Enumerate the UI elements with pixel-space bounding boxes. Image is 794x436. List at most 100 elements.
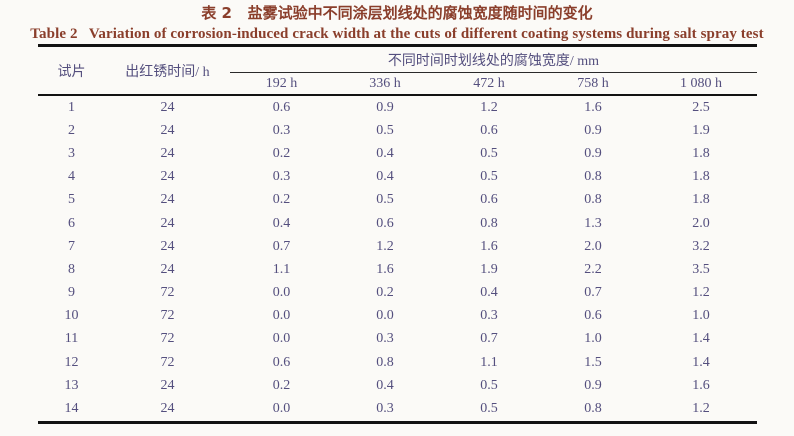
- col-header-1080h: 1 080 h: [645, 72, 757, 96]
- header-row-group: 试片 出红锈时间/ h 不同时间时划线处的腐蚀宽度/ mm: [38, 45, 757, 96]
- col-header-336h: 336 h: [333, 72, 437, 96]
- table-cell: 1.4: [692, 354, 710, 370]
- table-cell: 0.4: [376, 377, 394, 393]
- table-cell: 24: [160, 215, 175, 231]
- table-cell: 1.5: [584, 354, 602, 370]
- table-cell: 6: [68, 215, 75, 231]
- table-cell: 1: [68, 99, 75, 115]
- table-cell: 0.9: [584, 377, 602, 393]
- table-cell: 1.8: [692, 145, 710, 161]
- table-cell: 7: [68, 238, 75, 254]
- table-cell: 72: [160, 354, 175, 370]
- table-cell: 2.5: [692, 99, 710, 115]
- table-cell: 1.2: [692, 401, 710, 417]
- table-cell: 0.5: [480, 145, 498, 161]
- table-cell: 1.8: [692, 192, 710, 208]
- table-cell: 0.7: [272, 238, 291, 254]
- table-row: 11 72 0.0 0.3 0.7 1.0 1.4: [38, 328, 757, 351]
- table-cell: 24: [160, 401, 175, 417]
- table-cell: 3: [68, 145, 75, 161]
- table-cell: 0.8: [584, 192, 602, 208]
- table-cell: 0.7: [480, 331, 498, 347]
- table-cell: 1.6: [692, 377, 710, 393]
- table-cell: 2: [68, 122, 75, 138]
- table-cell: 24: [160, 261, 175, 277]
- table-cell: 9: [68, 285, 75, 301]
- table-cell: 24: [160, 122, 175, 138]
- col-header-758h: 758 h: [541, 72, 645, 96]
- table-cell: 3.5: [692, 261, 710, 277]
- table-cell: 1.8: [692, 169, 710, 185]
- table-cell: 1.9: [692, 122, 710, 138]
- table-cell: 12: [64, 354, 79, 370]
- table-cell: 0.0: [272, 308, 291, 324]
- table-cell: 0.2: [272, 377, 291, 393]
- table-cell: 24: [160, 145, 175, 161]
- table-cell: 0.5: [480, 169, 498, 185]
- table-cell: 1.4: [692, 331, 710, 347]
- table-cell: 24: [160, 192, 175, 208]
- corrosion-width-table: 试片 出红锈时间/ h 不同时间时划线处的腐蚀宽度/ mm 192 h 336 …: [38, 44, 757, 424]
- table-row: 7 24 0.7 1.2 1.6 2.0 3.2: [38, 235, 757, 258]
- table-cell: 0.6: [272, 354, 291, 370]
- table-cell: 13: [64, 377, 79, 393]
- table-cell: 1.2: [376, 238, 394, 254]
- table-cell: 0.3: [376, 401, 394, 417]
- table-cell: 1.1: [480, 354, 498, 370]
- table-cell: 72: [160, 285, 175, 301]
- table-caption-en: Table 2 Variation of corrosion-induced c…: [30, 26, 764, 42]
- table-cell: 72: [160, 308, 175, 324]
- col-header-192h: 192 h: [230, 72, 333, 96]
- table-header: 试片 出红锈时间/ h 不同时间时划线处的腐蚀宽度/ mm 192 h 336 …: [38, 45, 757, 96]
- table-cell: 0.3: [376, 331, 394, 347]
- table-row: 2 24 0.3 0.5 0.6 0.9 1.9: [38, 119, 757, 142]
- table-cell: 2.0: [692, 215, 710, 231]
- col-header-corrosion-width-group: 不同时间时划线处的腐蚀宽度/ mm: [230, 45, 757, 73]
- table-cell: 0.4: [480, 285, 498, 301]
- table-row: 13 24 0.2 0.4 0.5 0.9 1.6: [38, 374, 757, 397]
- table-cell: 0.6: [480, 192, 498, 208]
- col-header-specimen: 试片: [38, 45, 105, 96]
- table-cell: 0.6: [376, 215, 394, 231]
- table-cell: 1.6: [480, 238, 498, 254]
- table-cell: 0.3: [272, 122, 291, 138]
- table-cell: 0.8: [584, 401, 602, 417]
- table-caption-zh: 表 2 盐雾试验中不同涂层划线处的腐蚀宽度随时间的变化: [201, 4, 593, 22]
- table-cell: 1.0: [584, 331, 602, 347]
- table-row: 4 24 0.3 0.4 0.5 0.8 1.8: [38, 166, 757, 189]
- table-row: 6 24 0.4 0.6 0.8 1.3 2.0: [38, 212, 757, 235]
- table-cell: 8: [68, 261, 75, 277]
- table-cell: 0.8: [480, 215, 498, 231]
- col-header-rust-time: 出红锈时间/ h: [105, 45, 230, 96]
- table-cell: 24: [160, 377, 175, 393]
- table-row: 5 24 0.2 0.5 0.6 0.8 1.8: [38, 189, 757, 212]
- table-body: 1 24 0.6 0.9 1.2 1.6 2.5 2 24 0.3 0.5 0.6 0.9 1.9 3 24 0…: [38, 95, 757, 422]
- table-cell: 1.2: [692, 285, 710, 301]
- col-header-472h: 472 h: [437, 72, 541, 96]
- table-row: 1 24 0.6 0.9 1.2 1.6 2.5: [38, 95, 757, 119]
- table-cell: 0.3: [272, 169, 291, 185]
- table-cell: 0.8: [376, 354, 394, 370]
- table-cell: 1.1: [272, 261, 291, 277]
- table-cell: 1.6: [584, 99, 602, 115]
- table-cell: 2.2: [584, 261, 602, 277]
- table-cell: 0.5: [376, 122, 394, 138]
- table-cell: 0.4: [376, 145, 394, 161]
- table-cell: 0.9: [376, 99, 394, 115]
- table-cell: 0.6: [480, 122, 498, 138]
- table-cell: 14: [64, 401, 79, 417]
- table-cell: 5: [68, 192, 75, 208]
- table-cell: 1.9: [480, 261, 498, 277]
- table-row: 14 24 0.0 0.3 0.5 0.8 1.2: [38, 397, 757, 422]
- table-cell: 2.0: [584, 238, 602, 254]
- table-cell: 24: [160, 238, 175, 254]
- table-cell: 0.4: [376, 169, 394, 185]
- table-cell: 1.0: [692, 308, 710, 324]
- table-cell: 0.5: [376, 192, 394, 208]
- table-row: 10 72 0.0 0.0 0.3 0.6 1.0: [38, 305, 757, 328]
- table-cell: 0.9: [584, 145, 602, 161]
- table-cell: 0.2: [272, 192, 291, 208]
- table-cell: 0.0: [272, 285, 291, 301]
- table-cell: 4: [68, 169, 75, 185]
